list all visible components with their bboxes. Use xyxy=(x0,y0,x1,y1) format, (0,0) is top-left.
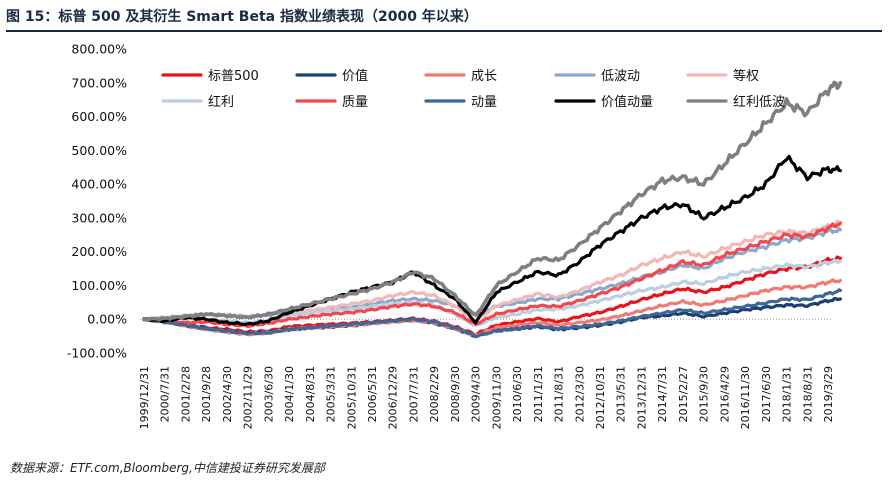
x-tick-label: 2004/1/30 xyxy=(283,366,296,422)
x-tick-label: 2017/6/30 xyxy=(760,366,773,422)
x-tick-label: 2016/11/30 xyxy=(739,366,752,429)
x-tick-label: 2018/8/31 xyxy=(801,366,814,422)
x-tick-label: 2000/7/31 xyxy=(159,366,172,422)
x-tick-label: 2010/6/30 xyxy=(511,366,524,422)
series-line-0 xyxy=(142,255,843,337)
x-tick-label: 2015/2/27 xyxy=(677,366,690,422)
series-line-8 xyxy=(142,154,843,326)
legend-label-0: 标普500 xyxy=(208,69,259,84)
x-tick-label: 2011/8/31 xyxy=(553,366,566,422)
x-tick-label: 2018/1/31 xyxy=(781,366,794,422)
x-tick-label: 2003/6/30 xyxy=(262,366,275,422)
x-tick-label: 1999/12/31 xyxy=(138,366,151,429)
x-tick-label: 2005/10/31 xyxy=(345,366,358,429)
title-rule xyxy=(6,30,882,32)
y-tick-label: 200.00% xyxy=(71,244,127,259)
series-line-9 xyxy=(142,80,843,322)
y-tick-label: 400.00% xyxy=(71,177,127,192)
x-tick-label: 2002/11/29 xyxy=(242,366,255,429)
y-tick-label: 700.00% xyxy=(71,75,127,90)
legend-label-4: 等权 xyxy=(733,68,759,84)
series-line-4 xyxy=(142,219,843,327)
legend-label-6: 质量 xyxy=(342,95,368,110)
y-tick-label: 500.00% xyxy=(71,143,127,158)
x-tick-label: 2008/9/30 xyxy=(449,366,462,422)
series-line-7 xyxy=(142,288,843,339)
source-note: 数据来源：ETF.com,Bloomberg,中信建投证券研究发展部 xyxy=(10,461,325,475)
x-tick-label: 2016/4/29 xyxy=(718,366,731,422)
legend-label-8: 价值动量 xyxy=(601,94,653,110)
x-tick-label: 2006/5/31 xyxy=(366,366,379,422)
x-tick-label: 2012/3/30 xyxy=(573,366,586,422)
legend-label-5: 红利 xyxy=(208,94,234,110)
x-tick-label: 2012/10/31 xyxy=(594,366,607,429)
x-tick-label: 2009/11/30 xyxy=(490,366,503,429)
x-tick-label: 2013/5/31 xyxy=(615,366,628,422)
x-tick-label: 2005/3/31 xyxy=(325,366,338,422)
x-tick-label: 2019/3/29 xyxy=(822,366,835,422)
x-tick-label: 2001/9/28 xyxy=(200,366,213,422)
legend-label-7: 动量 xyxy=(471,95,497,110)
x-tick-label: 2014/7/31 xyxy=(656,366,669,422)
x-tick-label: 2004/8/31 xyxy=(304,366,317,422)
y-tick-label: 0.00% xyxy=(87,312,127,327)
y-tick-label: 800.00% xyxy=(71,42,127,57)
legend-label-9: 红利低波 xyxy=(733,94,785,110)
legend-label-1: 价值 xyxy=(342,68,368,84)
x-tick-label: 2015/9/30 xyxy=(698,366,711,422)
series-line-6 xyxy=(142,221,843,329)
y-tick-label: 300.00% xyxy=(71,210,127,225)
x-tick-label: 2001/2/28 xyxy=(179,366,192,422)
y-tick-label: 100.00% xyxy=(71,278,127,293)
x-tick-label: 2013/12/31 xyxy=(635,366,648,429)
y-tick-label: -100.00% xyxy=(67,346,127,361)
x-tick-label: 2011/1/31 xyxy=(532,366,545,422)
x-tick-label: 2009/4/30 xyxy=(470,366,483,422)
x-tick-label: 2002/4/30 xyxy=(221,366,234,422)
legend-label-3: 低波动 xyxy=(601,69,640,84)
x-tick-label: 2008/2/29 xyxy=(428,366,441,422)
y-tick-label: 600.00% xyxy=(71,109,127,124)
x-tick-label: 2007/7/31 xyxy=(407,366,420,422)
x-tick-label: 2006/12/29 xyxy=(387,366,400,429)
figure-title: 图 15：标普 500 及其衍生 Smart Beta 指数业绩表现（2000 … xyxy=(6,9,478,25)
legend-label-2: 成长 xyxy=(471,69,497,84)
